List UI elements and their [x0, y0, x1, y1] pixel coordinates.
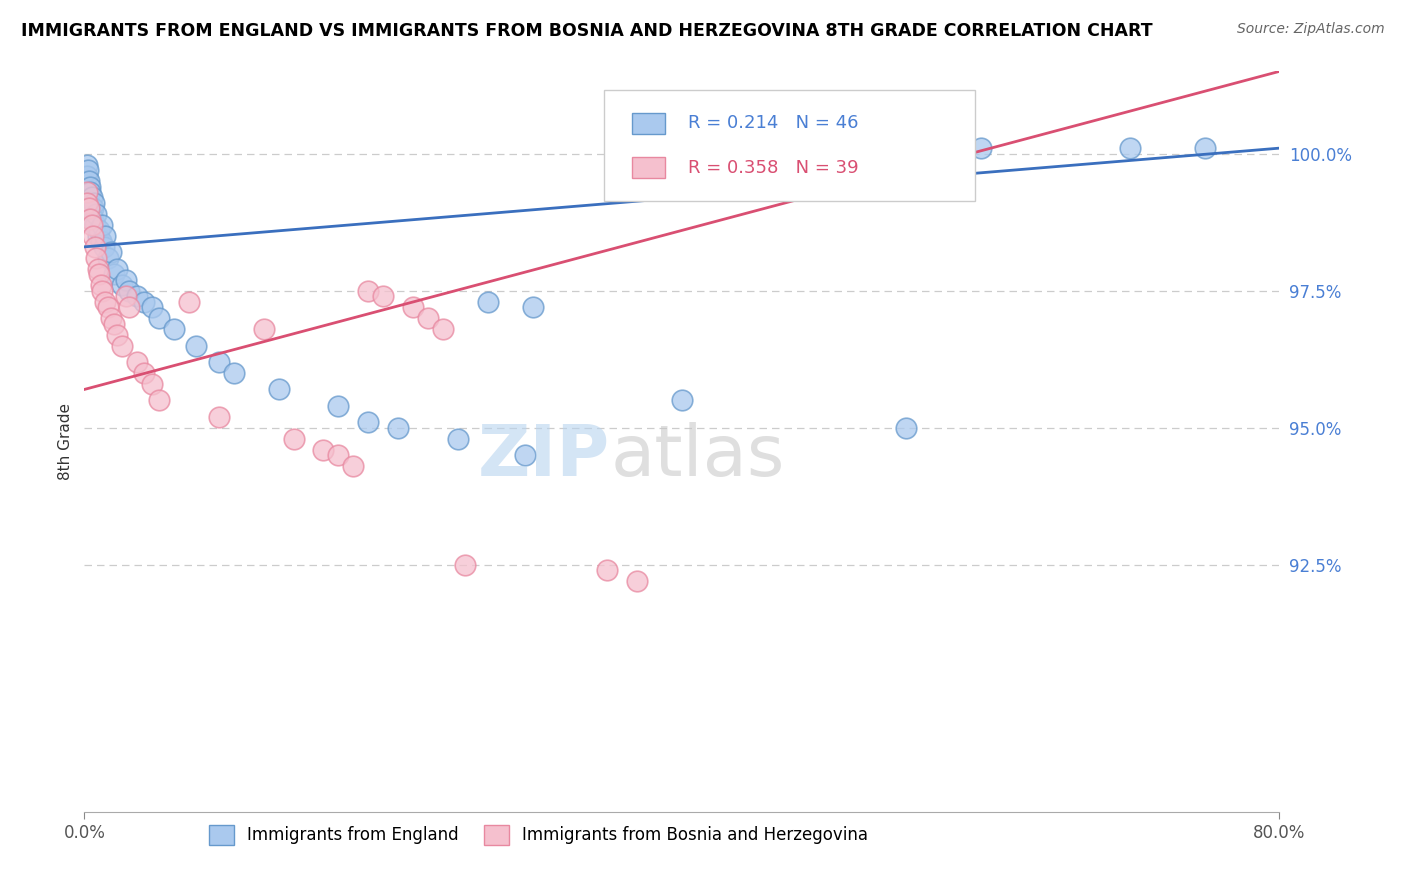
Point: [1119, 141, 1142, 155]
Point: [328, 448, 350, 462]
Point: [83, 196, 105, 211]
Bar: [631, 112, 665, 134]
Point: [103, 317, 125, 331]
Point: [416, 311, 439, 326]
Point: [454, 558, 477, 572]
Point: [342, 459, 364, 474]
Point: [253, 322, 276, 336]
Point: [105, 261, 128, 276]
Point: [267, 383, 290, 397]
Point: [671, 393, 693, 408]
Point: [97, 300, 120, 314]
Point: [80, 190, 103, 204]
Point: [94, 228, 117, 243]
FancyBboxPatch shape: [605, 90, 974, 201]
Point: [89, 267, 111, 281]
Point: [83, 240, 105, 254]
Point: [91, 218, 114, 232]
Point: [283, 432, 305, 446]
Text: IMMIGRANTS FROM ENGLAND VS IMMIGRANTS FROM BOSNIA AND HERZEGOVINA 8TH GRADE CORR: IMMIGRANTS FROM ENGLAND VS IMMIGRANTS FR…: [21, 22, 1153, 40]
Point: [79, 185, 101, 199]
Point: [76, 196, 98, 211]
Point: [148, 311, 170, 326]
Point: [87, 228, 110, 243]
Point: [312, 442, 335, 457]
Legend: Immigrants from England, Immigrants from Bosnia and Herzegovina: Immigrants from England, Immigrants from…: [202, 818, 875, 852]
Point: [148, 393, 170, 408]
Point: [477, 294, 499, 309]
Point: [115, 273, 138, 287]
Text: Source: ZipAtlas.com: Source: ZipAtlas.com: [1237, 22, 1385, 37]
Point: [94, 294, 117, 309]
Point: [387, 421, 409, 435]
Point: [513, 448, 536, 462]
Point: [177, 294, 200, 309]
Point: [79, 179, 101, 194]
Point: [90, 278, 112, 293]
Point: [105, 327, 128, 342]
Point: [402, 300, 425, 314]
Point: [186, 338, 208, 352]
Point: [90, 235, 112, 249]
Point: [208, 355, 231, 369]
Point: [77, 174, 100, 188]
Point: [83, 218, 105, 232]
Point: [89, 223, 111, 237]
Point: [125, 355, 148, 369]
Point: [596, 563, 619, 577]
Point: [86, 251, 108, 265]
Point: [1194, 141, 1216, 155]
Point: [522, 300, 544, 314]
Point: [125, 289, 148, 303]
Bar: [631, 157, 665, 178]
Point: [141, 376, 163, 391]
Point: [86, 207, 108, 221]
Point: [373, 289, 395, 303]
Point: [357, 415, 380, 429]
Point: [115, 289, 138, 303]
Point: [222, 366, 245, 380]
Point: [132, 366, 156, 380]
Point: [111, 338, 134, 352]
Text: R = 0.214   N = 46: R = 0.214 N = 46: [688, 114, 859, 132]
Point: [100, 311, 122, 326]
Point: [77, 163, 100, 178]
Y-axis label: 8th Grade: 8th Grade: [58, 403, 73, 480]
Point: [432, 322, 454, 336]
Point: [76, 169, 98, 183]
Point: [100, 245, 122, 260]
Point: [163, 322, 186, 336]
Point: [91, 284, 114, 298]
Point: [82, 202, 104, 216]
Point: [82, 212, 104, 227]
Point: [208, 409, 231, 424]
Point: [111, 278, 134, 293]
Text: atlas: atlas: [610, 422, 785, 491]
Text: R = 0.358   N = 39: R = 0.358 N = 39: [688, 159, 859, 177]
Point: [118, 300, 141, 314]
Point: [87, 261, 110, 276]
Point: [626, 574, 648, 589]
Text: ZIP: ZIP: [478, 422, 610, 491]
Point: [93, 240, 115, 254]
Point: [76, 158, 98, 172]
Point: [118, 284, 141, 298]
Point: [82, 228, 104, 243]
Point: [132, 294, 156, 309]
Point: [894, 421, 917, 435]
Point: [80, 218, 103, 232]
Point: [447, 432, 470, 446]
Point: [77, 202, 100, 216]
Point: [76, 185, 98, 199]
Point: [103, 267, 125, 281]
Point: [141, 300, 163, 314]
Point: [79, 212, 101, 227]
Point: [97, 251, 120, 265]
Point: [357, 284, 380, 298]
Point: [328, 399, 350, 413]
Point: [970, 141, 993, 155]
